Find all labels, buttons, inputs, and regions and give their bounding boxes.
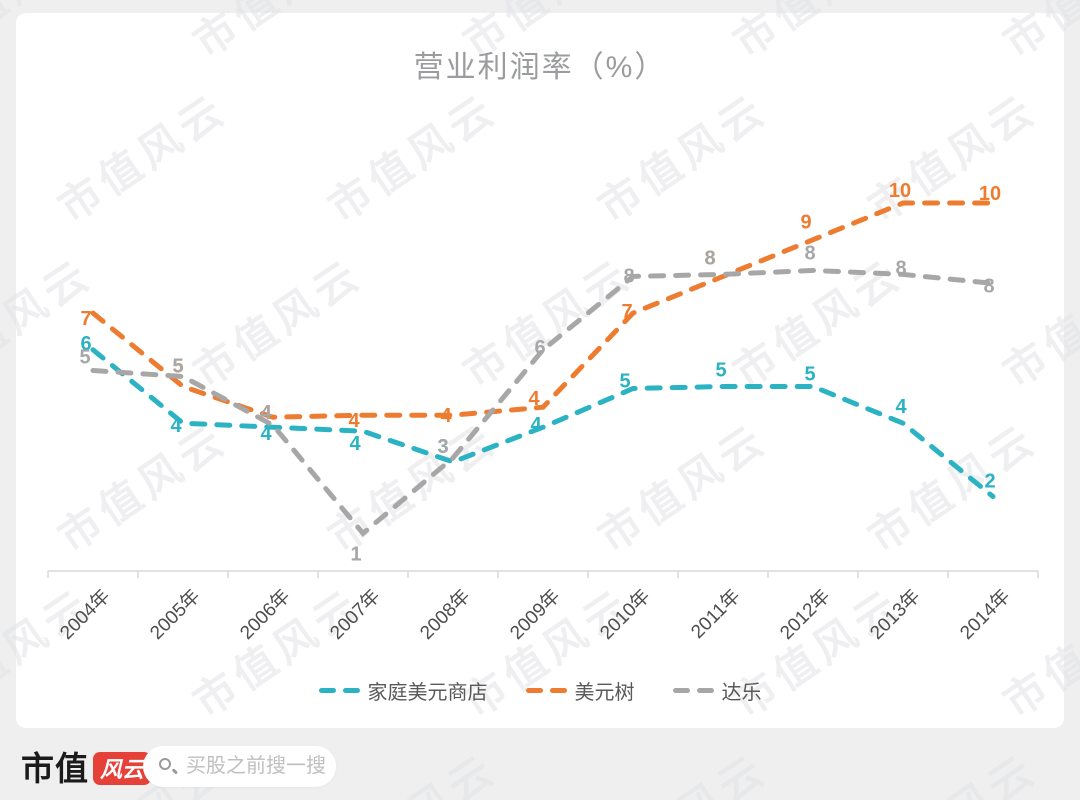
data-label-0: 4 [170,415,182,437]
data-label-0: 4 [530,414,542,436]
data-label-2: 5 [172,356,183,378]
data-label-1: 7 [621,301,632,323]
data-label-2: 8 [623,265,634,287]
data-label-1: 10 [979,183,1001,205]
x-axis-label: 2009年 [506,585,565,644]
x-axis-label: 2005年 [146,585,205,644]
brand-logo-badge: 风云 [93,751,151,785]
chart-legend: 家庭美元商店 美元树 达乐 [16,676,1064,705]
data-label-2: 8 [983,275,994,297]
chart-card [16,13,1064,728]
x-axis-label: 2010年 [596,585,655,644]
legend-item-0: 家庭美元商店 [318,676,488,705]
x-axis-label: 2004年 [56,585,115,644]
data-label-2: 4 [260,402,272,424]
series-line-2 [90,267,996,537]
x-axis-label: 2011年 [687,585,745,643]
data-label-1: 4 [528,388,540,410]
data-label-1: 10 [889,180,911,202]
x-axis-label: 2014年 [956,585,1015,644]
data-label-0: 5 [715,360,726,382]
data-label-2: 1 [350,543,361,565]
search-icon [158,757,179,777]
search-bar[interactable] [143,746,336,787]
data-label-0: 5 [804,364,815,386]
data-label-0: 5 [619,371,630,393]
data-label-0: 4 [260,423,272,445]
data-label-2: 8 [804,242,815,264]
data-label-1: 5 [172,356,183,378]
data-label-1: 4 [440,405,452,427]
chart-plot-area: 2004年 2005年 2006年 2007年 2008年 2009年 2010年 2011年… [47,180,1039,644]
legend-label: 美元树 [574,682,635,704]
data-label-1: 4 [260,402,272,424]
data-label-2: 8 [704,247,715,269]
data-label-1: 4 [348,410,360,432]
chart-title: 营业利润率（%） [413,51,667,84]
bottom-brand-bar: 市值 风云 [0,736,1080,800]
legend-item-2: 达乐 [672,676,762,705]
data-label-1: 9 [800,212,811,234]
data-label-0: 2 [984,471,995,493]
legend-dash-icon [318,688,360,693]
x-axis-label: 2006年 [236,585,295,644]
data-label-0: 4 [895,396,907,418]
legend-dash-icon [672,688,714,693]
brand-logo-text: 市值 [21,750,89,787]
legend-dash-icon [525,688,567,693]
x-axis-label: 2007年 [326,585,385,644]
x-axis-label: 2013年 [866,585,925,644]
series-line-0 [90,347,996,500]
data-label-0: 4 [349,433,361,455]
data-label-2: 3 [437,436,448,458]
data-label-0: 3 [437,436,448,458]
data-label-2: 6 [534,337,545,359]
legend-item-1: 美元树 [525,676,635,705]
data-label-2: 5 [79,347,90,369]
brand-logo: 市值 风云 [21,742,151,790]
series-line-1 [90,200,996,420]
legend-label: 达乐 [721,682,762,704]
search-input[interactable] [186,755,336,778]
legend-label: 家庭美元商店 [367,682,488,704]
data-label-2: 8 [895,257,906,279]
data-label-1: 7 [80,308,91,330]
data-label-1: 8 [704,247,715,269]
x-axis-label: 2008年 [416,585,475,644]
data-label-0: 6 [80,333,91,355]
x-axis-label: 2012年 [776,585,835,644]
